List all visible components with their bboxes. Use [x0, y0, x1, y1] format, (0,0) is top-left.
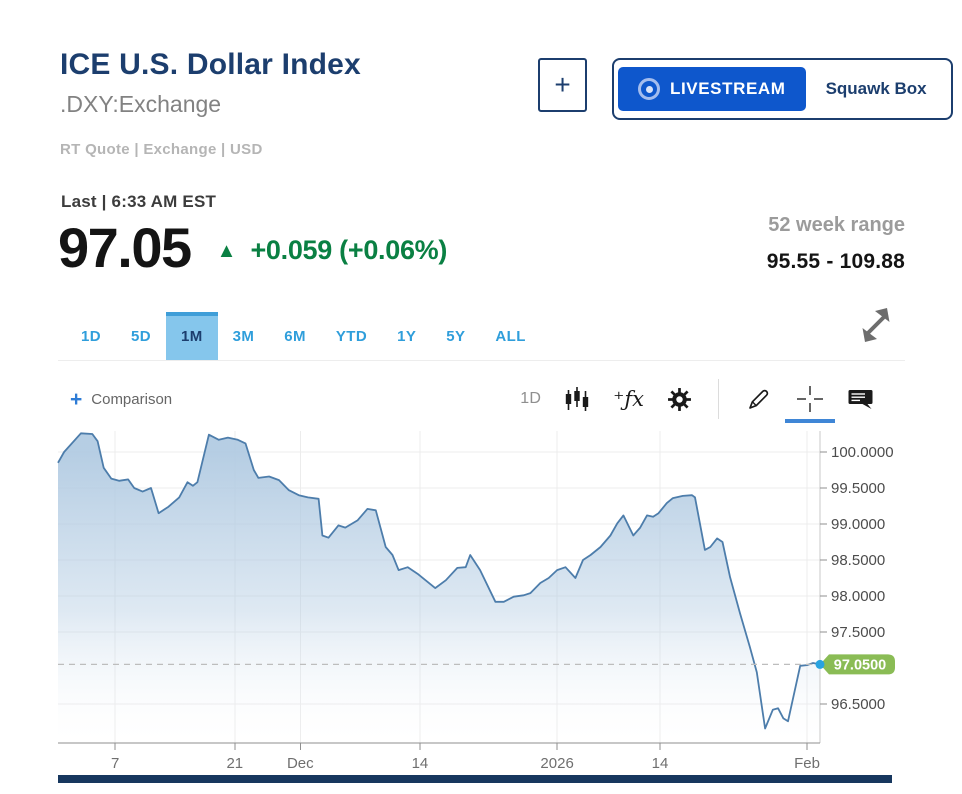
expand-chart-button[interactable]	[854, 303, 898, 347]
livestream-show-name[interactable]: Squawk Box	[825, 79, 927, 98]
range-value: 95.55 - 109.88	[766, 250, 905, 273]
range-tab-1d[interactable]: 1D	[81, 327, 101, 345]
y-axis-label: 97.5000	[831, 624, 885, 641]
range-tab-5d[interactable]: 5D	[130, 327, 151, 345]
add-to-watchlist-button[interactable]: +	[538, 58, 587, 112]
last-timestamp: Last | 6:33 AM EST	[61, 192, 217, 211]
indicators-button[interactable]: ⁺ƒx	[613, 383, 644, 415]
up-arrow-icon: ▲	[216, 239, 237, 262]
crosshair-icon	[797, 386, 823, 412]
gear-icon	[668, 387, 691, 411]
symbol-exchange: .DXY:Exchange	[60, 91, 222, 117]
x-axis-label: Dec	[287, 755, 314, 771]
chart-bottom-bar	[58, 775, 892, 783]
tool-group: 1D ⁺ƒx	[520, 379, 874, 423]
pencil-icon	[749, 389, 769, 409]
comment-icon	[848, 390, 873, 409]
livestream-button[interactable]: LIVESTREAM	[618, 67, 806, 111]
range-tab-ytd[interactable]: YTD	[335, 327, 368, 345]
y-axis-label: 98.0000	[831, 588, 885, 605]
chart-settings-button[interactable]	[667, 383, 692, 415]
chart-toolbar: + Comparison 1D ⁺ƒx	[58, 379, 905, 423]
price-chart[interactable]: 100.0000 99.5000 99.0000 98.5000 98.0000 97.5…	[57, 423, 905, 772]
range-tab-1m[interactable]: 1M	[165, 312, 218, 360]
page-title: ICE U.S. Dollar Index	[60, 48, 361, 81]
livestream-pill: LIVESTREAM Squawk Box	[612, 58, 953, 120]
header-actions: + LIVESTREAM Squawk Box	[538, 58, 953, 120]
plus-icon: +	[70, 387, 83, 411]
last-price-badge	[820, 654, 895, 675]
draw-button[interactable]	[745, 383, 772, 415]
last-price: 97.05	[58, 216, 192, 279]
comparison-label: Comparison	[91, 390, 173, 408]
toolbar-divider	[718, 379, 719, 419]
price-change: +0.059 (+0.06%)	[250, 234, 448, 265]
range-tab-1y[interactable]: 1Y	[397, 327, 417, 345]
live-radio-icon	[638, 78, 660, 100]
price-row: 97.05 ▲ +0.059 (+0.06%)	[58, 220, 447, 276]
crosshair-button[interactable]	[785, 383, 835, 423]
x-axis-label: 7	[111, 755, 119, 771]
price-line	[57, 432, 821, 730]
range-tab-5y[interactable]: 5Y	[446, 327, 466, 345]
price-area-fill	[58, 433, 820, 743]
x-axis-label: 14	[412, 755, 429, 771]
interval-selector[interactable]: 1D	[520, 390, 542, 407]
range-tab-6m[interactable]: 6M	[284, 327, 306, 345]
range-tab-all[interactable]: ALL	[495, 327, 526, 345]
quote-meta: RT Quote | Exchange | USD	[60, 141, 263, 158]
x-axis-label: 21	[226, 755, 243, 771]
y-axis-label: 99.5000	[831, 480, 885, 497]
function-icon: ⁺ƒx	[613, 387, 644, 411]
livestream-label: LIVESTREAM	[670, 79, 786, 98]
range-tabs: 1D 5D 1M 3M 6M YTD 1Y 5Y ALL	[66, 312, 541, 360]
expand-icon	[862, 308, 890, 342]
y-axis-label: 98.5000	[831, 552, 885, 569]
y-axis-label: 99.0000	[831, 516, 885, 533]
last-price-dot	[815, 659, 825, 669]
x-axis-label: Feb	[794, 755, 820, 771]
fifty-two-week-range: 52 week range 95.55 - 109.88	[767, 214, 905, 274]
chart-style-button[interactable]	[564, 383, 590, 415]
y-axis-label: 96.5000	[831, 696, 885, 713]
y-axis-label: 100.0000	[831, 444, 894, 461]
plus-icon: +	[554, 69, 571, 100]
x-axis-label: 2026	[540, 755, 573, 771]
last-price-badge-label: 97.0500	[834, 657, 886, 673]
quote-header: ICE U.S. Dollar Index .DXY:Exchange RT Q…	[60, 48, 361, 158]
add-comparison-button[interactable]: + Comparison	[70, 389, 172, 410]
x-axis-label: 14	[652, 755, 669, 771]
candlestick-icon	[566, 386, 589, 411]
range-label: 52 week range	[768, 214, 905, 236]
tabs-divider	[58, 360, 905, 361]
comments-button[interactable]	[848, 383, 874, 415]
range-tab-3m[interactable]: 3M	[232, 327, 255, 345]
